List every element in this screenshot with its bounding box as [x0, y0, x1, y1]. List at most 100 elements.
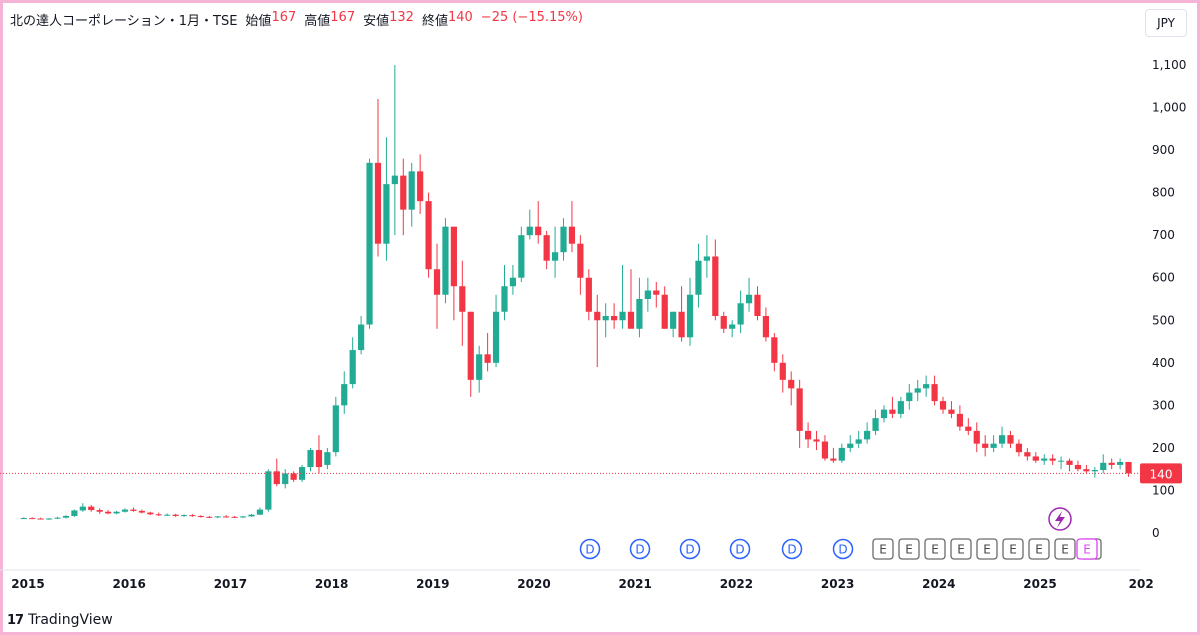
candle-body: [121, 509, 129, 512]
candle-body: [37, 518, 44, 520]
dividend-marker-label: D: [635, 543, 644, 557]
candle-body: [450, 226, 457, 287]
candle-body: [324, 452, 331, 465]
candle-body: [779, 362, 786, 380]
candle-body: [130, 509, 137, 511]
candle-body: [273, 471, 280, 485]
candle-body: [501, 286, 508, 312]
high-label: 高値: [304, 14, 331, 29]
next-earnings-marker-label: E: [1083, 543, 1091, 557]
candle-body: [990, 443, 997, 448]
dividend-marker-label: D: [838, 543, 847, 557]
candle-body: [568, 226, 576, 244]
candle-body: [1024, 452, 1031, 457]
candle-body: [298, 467, 306, 480]
candle-body: [96, 510, 103, 512]
candle-body: [686, 294, 694, 338]
close-value: 140: [447, 10, 473, 25]
y-tick-label: 200: [1152, 441, 1175, 455]
candle-body: [1100, 462, 1107, 471]
earnings-marker-icon: [1054, 538, 1076, 560]
x-tick-label: 2016: [112, 577, 145, 591]
candle-body: [982, 443, 989, 448]
candle-body: [1015, 443, 1023, 453]
x-tick-label: 2020: [517, 577, 550, 591]
candle-body: [897, 401, 904, 414]
candle-body: [366, 162, 373, 325]
earnings-marker-label: E: [1009, 543, 1017, 557]
earnings-marker-icon: [1002, 538, 1024, 560]
x-tick-label: 2017: [214, 577, 247, 591]
candle-body: [433, 269, 441, 295]
candle-body: [1108, 462, 1115, 465]
y-tick-label: 100: [1152, 483, 1175, 497]
earnings-marker-icon: [976, 538, 998, 560]
y-tick-label: 700: [1152, 228, 1175, 242]
y-tick-label: 0: [1152, 526, 1160, 540]
y-tick-label: 800: [1152, 186, 1175, 200]
candle-body: [602, 316, 609, 321]
candle-body: [906, 392, 913, 402]
candle-body: [1091, 470, 1098, 472]
candle-body: [1007, 435, 1014, 444]
currency-button[interactable]: JPY: [1145, 9, 1187, 37]
candle-body: [391, 175, 398, 185]
open-value: 167: [271, 10, 297, 25]
symbol-name[interactable]: 北の達人コーポレーション・1月・TSE: [10, 14, 238, 29]
last-price-label: 140: [1150, 467, 1173, 481]
candle-body: [164, 514, 171, 516]
tradingview-brand[interactable]: 17 TradingView: [7, 612, 113, 628]
candle-body: [585, 277, 592, 312]
candle-body: [105, 511, 112, 514]
x-tick-label: 2023: [821, 577, 854, 591]
y-tick-label: 1,100: [1152, 58, 1186, 72]
candle-body: [400, 175, 407, 210]
candle-body: [611, 316, 618, 321]
last-price-tag: [1140, 463, 1182, 484]
candle-body: [1049, 458, 1056, 461]
dividend-marker-icon: [579, 538, 601, 560]
candle-body: [594, 311, 601, 321]
candle-body: [71, 510, 78, 516]
candle-body: [332, 405, 339, 453]
candle-body: [712, 256, 719, 317]
candle-body: [644, 290, 651, 299]
candle-body: [535, 226, 542, 236]
candle-body: [383, 184, 390, 244]
candle-body: [172, 514, 179, 516]
earnings-marker-label: E: [931, 543, 939, 557]
candle-body: [889, 409, 896, 414]
candle-body: [948, 409, 955, 414]
dividend-marker-icon: [729, 538, 751, 560]
candle-body: [425, 201, 432, 270]
candle-body: [417, 171, 424, 202]
candle-body: [88, 506, 95, 511]
candle-body: [788, 379, 795, 389]
earnings-marker-label: E: [1061, 543, 1069, 557]
candle-body: [754, 294, 761, 317]
earnings-marker-label: E: [1035, 543, 1043, 557]
candle-body: [931, 384, 938, 402]
x-tick-label: 202: [1129, 577, 1154, 591]
candle-body: [998, 435, 1006, 444]
x-tick-label: 2024: [922, 577, 955, 591]
dividend-marker-label: D: [685, 543, 694, 557]
candle-body: [1125, 461, 1132, 474]
candle-body: [248, 514, 255, 517]
candle-body: [737, 303, 744, 325]
earnings-marker-icon: [950, 538, 972, 560]
candle-body: [79, 506, 86, 511]
candle-body: [147, 512, 154, 515]
earnings-marker-label: E: [957, 543, 965, 557]
candle-body: [231, 516, 238, 518]
candle-body: [1057, 460, 1065, 462]
candle-body: [526, 226, 533, 236]
candle-body: [636, 299, 643, 329]
candle-body: [315, 450, 323, 468]
close-label: 終値: [421, 14, 448, 29]
candle-body: [442, 226, 449, 295]
earnings-marker-label: E: [905, 543, 913, 557]
y-tick-label: 900: [1152, 143, 1175, 157]
dividend-marker-label: D: [735, 543, 744, 557]
